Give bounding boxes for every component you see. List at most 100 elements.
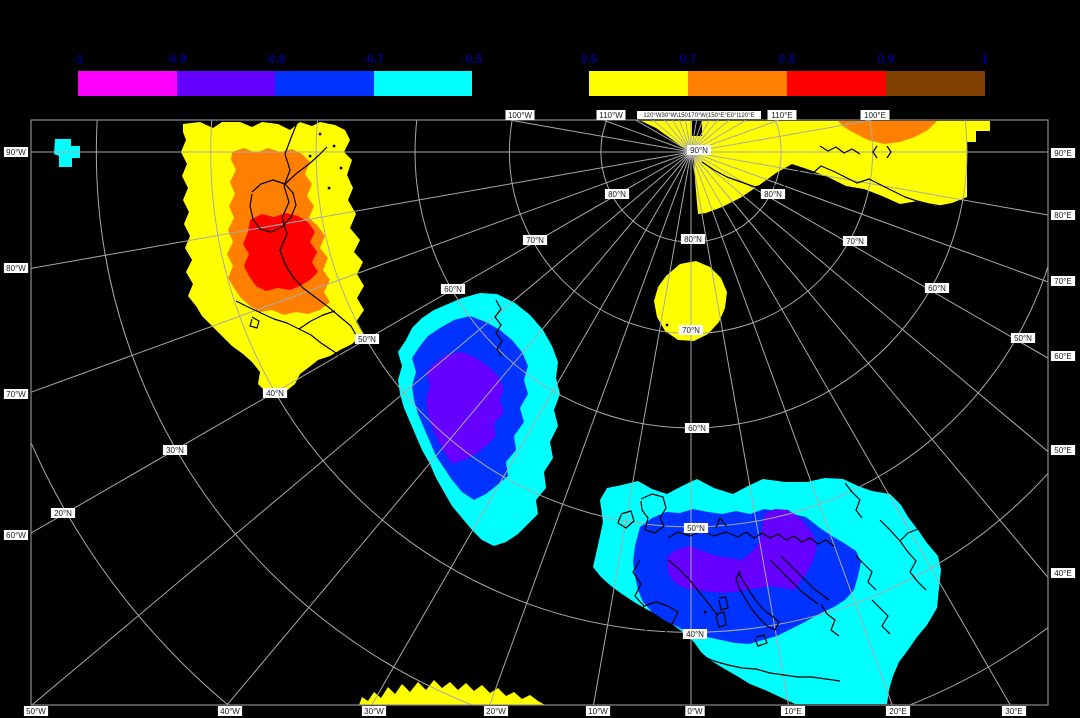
grid-label-box: [3, 389, 29, 399]
negative-colorbar-tick-label: -0.8: [264, 52, 286, 66]
grid-label-box: [1050, 351, 1076, 361]
grid-label: 50°E: [1054, 446, 1071, 455]
coastline: [780, 555, 830, 601]
grid-label-box: [505, 110, 535, 120]
coastline: [298, 310, 336, 330]
island-dot: [327, 186, 331, 190]
grid-label-box: [1050, 276, 1076, 286]
island-dot: [339, 166, 343, 170]
coastline: [617, 510, 635, 529]
coastline: [886, 145, 892, 159]
grid-label-box: [1001, 706, 1027, 716]
coastline: [632, 559, 671, 659]
negative-colorbar-segment-magenta: [78, 71, 177, 96]
grid-label: 40°W: [220, 707, 240, 716]
graticule-meridian--160: [678, 120, 692, 153]
positive-colorbar-tick-label: 0.7: [679, 52, 697, 66]
grid-label: 100°W: [508, 111, 533, 120]
colorbar-positive: 0.5 0.7 0.8 0.9 1: [581, 52, 988, 96]
grid-label-box: [780, 706, 806, 716]
grid-label: 70°E: [1054, 277, 1071, 286]
graticule-meridian--20: [489, 151, 692, 705]
coastline: [715, 517, 728, 529]
grid-label: 40°N: [686, 630, 704, 639]
coastline: [699, 654, 841, 682]
grid-label-box: [3, 147, 29, 157]
positive-colorbar-tick-label: 1: [981, 52, 989, 66]
coastline: [701, 161, 942, 207]
graticule-meridian-50: [690, 151, 1048, 453]
grid-label: 30°E: [1005, 707, 1022, 716]
graticule-meridian--130: [652, 120, 692, 153]
coastline: [249, 179, 297, 233]
grid-label: 80°N: [608, 190, 626, 199]
graticule-meridian--10: [592, 151, 692, 705]
grid-label-box: [483, 706, 509, 716]
grid-label: 10°W: [588, 707, 608, 716]
grid-label: 20°N: [54, 509, 72, 518]
grid-label-box: [361, 706, 387, 716]
grid-label-box: [1050, 568, 1076, 578]
graticule-meridian--80: [31, 151, 692, 269]
coastline: [871, 599, 891, 635]
coastline: [279, 122, 358, 338]
grid-label: 60°N: [444, 285, 462, 294]
grid-label-box: [885, 706, 911, 716]
grid-label: 70°N: [846, 237, 864, 246]
coastline: [718, 596, 729, 611]
grid-label-box: [262, 388, 288, 398]
colorbar-negative: -1 -0.9 -0.8 -0.7 -0.5: [73, 52, 482, 96]
grid-label-box: [686, 145, 712, 155]
graticule-meridian--70: [31, 151, 692, 393]
graticule-meridian--30: [371, 151, 692, 705]
graticule-meridian--50: [31, 151, 692, 705]
region-atlantic-core: [426, 352, 504, 464]
grid-label-box: [683, 523, 709, 533]
coastline: [855, 555, 877, 591]
grid-label: 50°N: [1014, 334, 1032, 343]
positive-colorbar-segment-orange: [688, 71, 787, 96]
grid-label-box: [604, 189, 630, 199]
grid-label: 100°E: [864, 111, 886, 120]
grid-label-box: [3, 530, 29, 540]
graticule-meridian-60: [690, 151, 1048, 359]
grid-label: 90°W: [6, 148, 26, 157]
grid-label: 120°W30°W\150170°W(150°E°E0°I120°E: [643, 113, 754, 119]
graticule-meridian--110: [601, 120, 692, 153]
graticule-meridian-10: [690, 151, 790, 705]
graticule-meridian-20: [690, 151, 893, 705]
coastline: [769, 559, 819, 605]
grid-label-box: [680, 234, 706, 244]
coastline: [819, 145, 861, 155]
negative-colorbar-segment-cyan: [373, 71, 472, 96]
grid-label-box: [842, 236, 868, 246]
grid-label: 60°W: [6, 531, 26, 540]
coastline: [820, 603, 840, 637]
negative-colorbar-segment-purple: [176, 71, 275, 96]
grid-label: 60°N: [928, 284, 946, 293]
grid-label: 20°E: [889, 707, 906, 716]
grid-label-box: [522, 235, 548, 245]
grid-label-box: [637, 111, 761, 119]
grid-label-box: [1050, 445, 1076, 455]
region-polar-siberia-outer: [641, 121, 990, 214]
grid-label: 80°N: [684, 235, 702, 244]
coastline: [844, 482, 863, 519]
grid-label: 110°E: [771, 111, 792, 120]
grid-label-box: [50, 508, 76, 518]
grid-label-box: [1050, 148, 1076, 158]
grid-label: 50°W: [26, 707, 46, 716]
grid-label: 90°E: [1054, 149, 1071, 158]
positive-colorbar-segment-red: [787, 71, 886, 96]
grid-label: 70°W: [6, 390, 26, 399]
grid-label-box: [684, 423, 710, 433]
grid-label: 90°N: [690, 146, 708, 155]
map-frame: [30, 119, 1049, 706]
grid-label: 50°N: [358, 335, 376, 344]
coastline: [643, 601, 679, 651]
region-left-edge-patch: [54, 139, 80, 167]
coastline: [494, 299, 503, 357]
grid-label: 60°N: [688, 424, 706, 433]
graticule-meridian-70: [690, 151, 1048, 283]
